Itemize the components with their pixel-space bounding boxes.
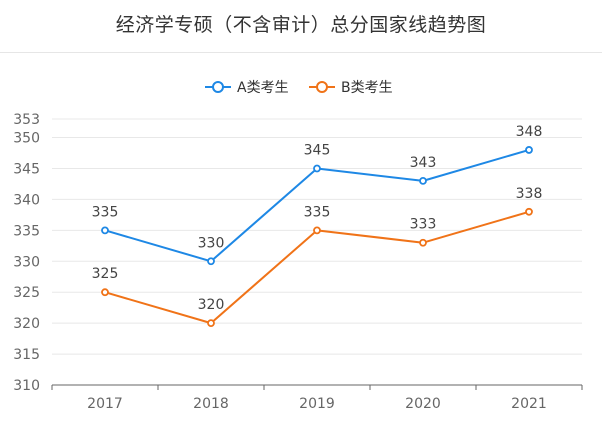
data-point[interactable] bbox=[207, 319, 215, 328]
y-tick-label: 335 bbox=[13, 223, 40, 239]
data-label: 335 bbox=[304, 204, 331, 220]
data-label: 343 bbox=[410, 155, 437, 171]
x-axis: 2017 2018 2019 2020 2021 bbox=[51, 384, 583, 412]
data-label: 330 bbox=[198, 235, 225, 251]
x-tick-label: 2020 bbox=[405, 396, 441, 412]
y-tick-label: 353 bbox=[13, 112, 40, 128]
data-point[interactable] bbox=[313, 226, 321, 235]
y-axis-tick-labels: 310 315 320 325 330 335 340 345 350 353 bbox=[13, 112, 40, 394]
y-tick-label: 350 bbox=[13, 131, 40, 147]
legend-label: A类考生 bbox=[237, 80, 289, 96]
legend: A类考生 B类考生 bbox=[205, 80, 393, 96]
y-tick-label: 320 bbox=[13, 316, 40, 332]
data-label: 338 bbox=[516, 186, 543, 202]
data-point[interactable] bbox=[525, 146, 533, 154]
y-tick-label: 310 bbox=[13, 378, 40, 394]
data-point[interactable] bbox=[101, 226, 109, 235]
data-point[interactable] bbox=[419, 238, 427, 247]
x-tick-label: 2018 bbox=[193, 396, 229, 412]
y-tick-label: 315 bbox=[13, 347, 40, 363]
data-label: 333 bbox=[410, 217, 437, 233]
series-points bbox=[101, 146, 533, 328]
title-divider bbox=[0, 52, 602, 53]
data-point[interactable] bbox=[207, 257, 215, 266]
legend-item-1[interactable]: B类考生 bbox=[309, 80, 393, 96]
x-tick-label: 2021 bbox=[511, 396, 547, 412]
data-label: 348 bbox=[516, 124, 543, 140]
legend-swatch-marker bbox=[212, 81, 224, 93]
data-label: 345 bbox=[304, 142, 331, 158]
data-labels: 335 330 345 343 348 325 320 335 333 338 bbox=[92, 124, 543, 313]
legend-label: B类考生 bbox=[341, 80, 393, 96]
data-point[interactable] bbox=[313, 164, 321, 173]
x-tick-label: 2017 bbox=[87, 396, 123, 412]
legend-item-0[interactable]: A类考生 bbox=[205, 80, 289, 96]
data-label: 335 bbox=[92, 204, 119, 220]
data-label: 325 bbox=[92, 266, 119, 282]
data-label: 320 bbox=[198, 297, 225, 313]
series-lines bbox=[104, 148, 530, 325]
data-point[interactable] bbox=[419, 176, 427, 185]
y-tick-label: 345 bbox=[13, 161, 40, 177]
y-tick-label: 340 bbox=[13, 192, 40, 208]
data-point[interactable] bbox=[525, 207, 533, 216]
y-tick-label: 325 bbox=[13, 285, 40, 301]
y-tick-label: 330 bbox=[13, 254, 40, 270]
legend-swatch-marker bbox=[316, 81, 328, 93]
data-point[interactable] bbox=[101, 288, 109, 297]
x-tick-label: 2019 bbox=[299, 396, 335, 412]
chart-title: 经济学专硕（不含审计）总分国家线趋势图 bbox=[115, 14, 487, 36]
